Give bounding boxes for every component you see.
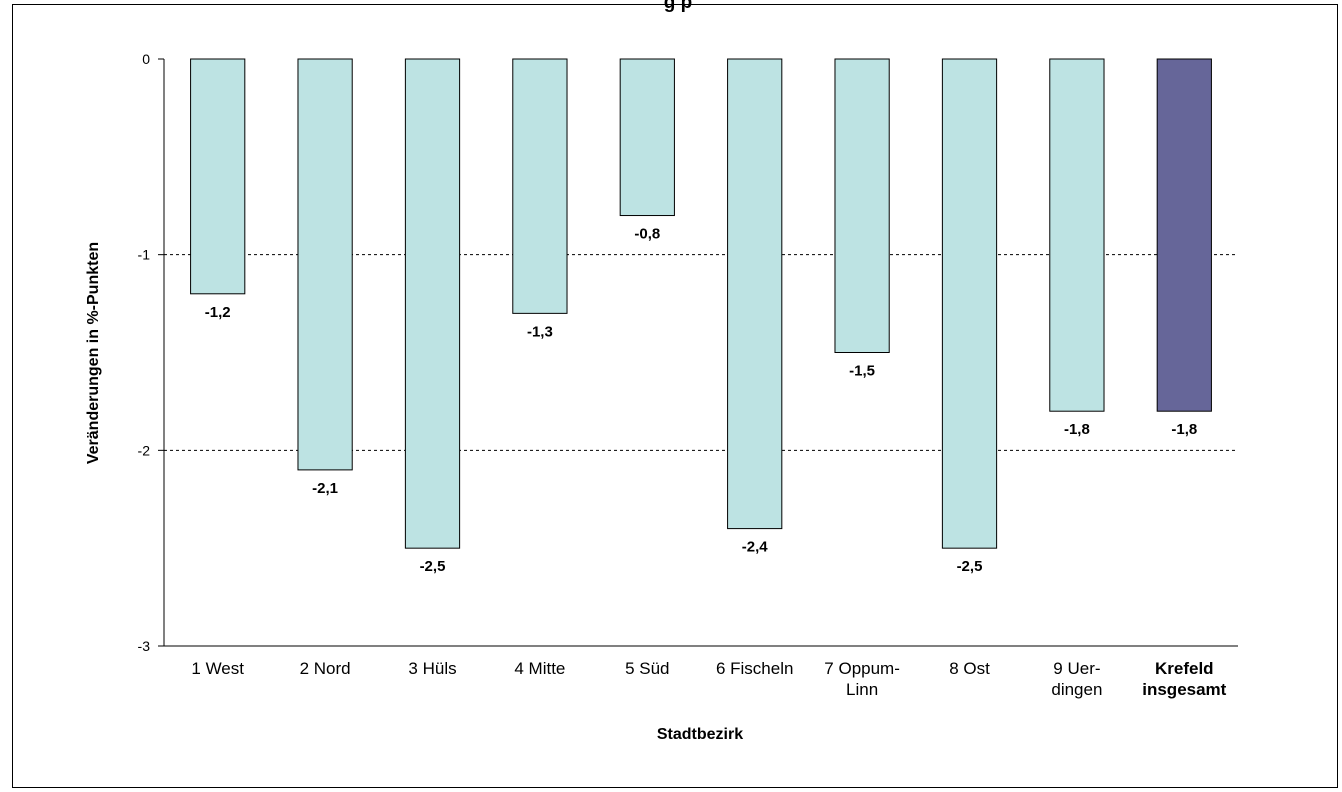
bars bbox=[190, 58, 1212, 549]
axes bbox=[158, 58, 1238, 647]
x-tick-label: insgesamt bbox=[1142, 680, 1226, 699]
bar bbox=[404, 58, 461, 549]
x-tick-label: 2 Nord bbox=[300, 659, 351, 678]
x-tick-label: 4 Mitte bbox=[514, 659, 565, 678]
x-tick-label: dingen bbox=[1051, 680, 1102, 699]
data-label: -2,4 bbox=[742, 539, 769, 556]
bar bbox=[1049, 58, 1105, 412]
chart-title-fragment: g p bbox=[664, 0, 693, 13]
data-label: -1,8 bbox=[1171, 421, 1197, 438]
x-tick-label: 1 West bbox=[191, 659, 244, 678]
x-tick-label: 6 Fischeln bbox=[716, 659, 793, 678]
data-label: -2,1 bbox=[312, 480, 338, 497]
x-tick-label: 7 Oppum- bbox=[824, 659, 900, 678]
labels: 0 -1 -2 -3 -1,2 1 West -2,1 2 Nord -2,5 3 Hüls -1,… bbox=[138, 51, 1227, 699]
y-tick-label: -3 bbox=[138, 638, 151, 654]
x-tick-label: 5 Süd bbox=[625, 659, 669, 678]
x-tick-label: Krefeld bbox=[1155, 659, 1214, 678]
data-label: -1,5 bbox=[849, 363, 875, 380]
bar bbox=[190, 58, 246, 295]
x-axis-title: Stadtbezirk bbox=[657, 726, 743, 743]
bar bbox=[941, 58, 998, 549]
bar bbox=[297, 58, 353, 471]
x-tick-label: Linn bbox=[846, 680, 878, 699]
y-tick-label: -2 bbox=[138, 442, 151, 458]
bar bbox=[1156, 58, 1212, 412]
y-tick-label: -1 bbox=[138, 247, 151, 263]
data-label: -1,2 bbox=[205, 304, 231, 321]
x-tick-label: 3 Hüls bbox=[408, 659, 456, 678]
y-tick-label: 0 bbox=[142, 51, 150, 67]
data-label: -1,8 bbox=[1064, 421, 1090, 438]
y-axis-title: Veränderungen in %-Punkten bbox=[85, 242, 102, 464]
data-label: -1,3 bbox=[527, 323, 553, 340]
x-tick-label: 9 Uer- bbox=[1053, 659, 1100, 678]
data-label: -2,5 bbox=[420, 558, 446, 575]
bar bbox=[834, 58, 890, 353]
bar bbox=[619, 58, 675, 217]
bar bbox=[512, 58, 568, 314]
bar bbox=[727, 58, 783, 530]
x-tick-label: 8 Ost bbox=[949, 659, 990, 678]
data-label: -0,8 bbox=[634, 226, 660, 243]
data-label: -2,5 bbox=[957, 558, 983, 575]
